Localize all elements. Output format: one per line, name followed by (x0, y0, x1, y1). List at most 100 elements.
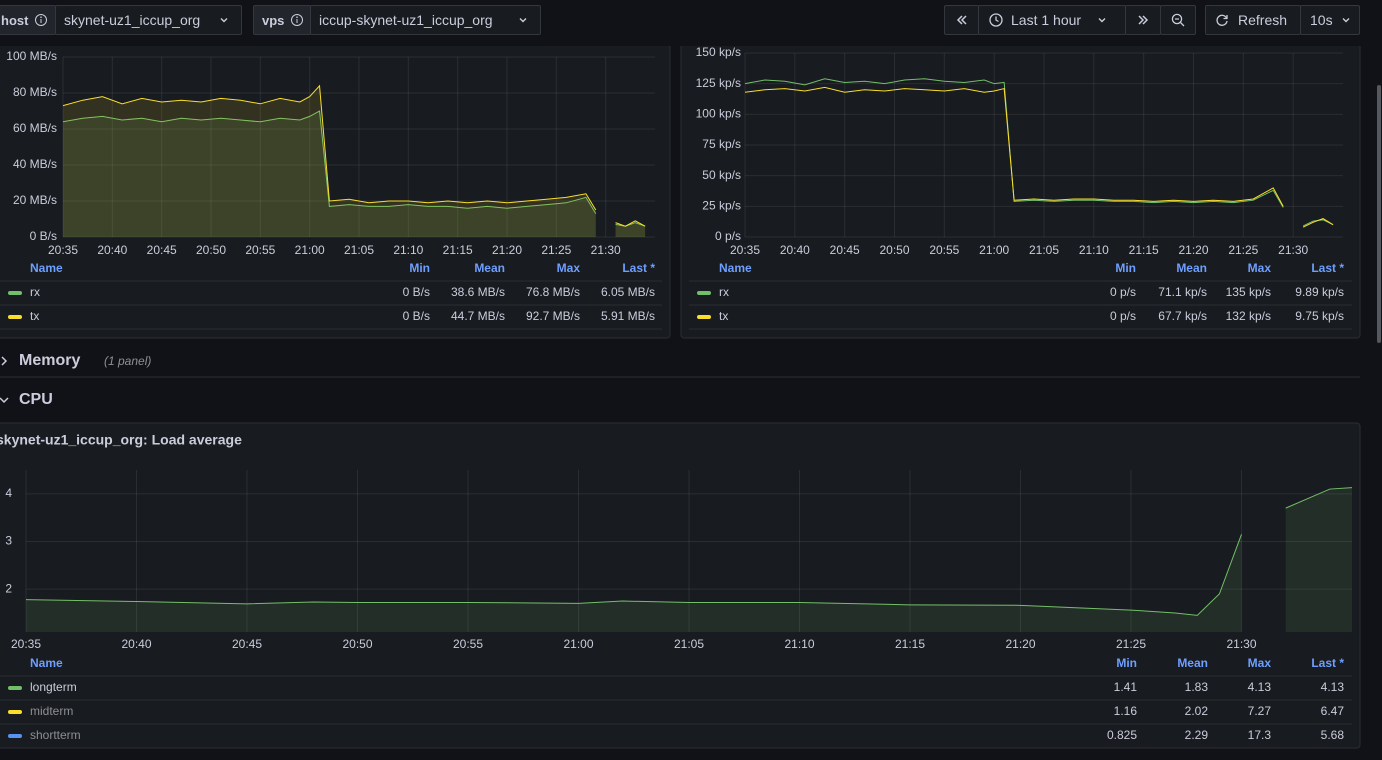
refresh-button[interactable]: Refresh (1205, 5, 1301, 35)
scrollbar[interactable] (1377, 85, 1381, 343)
x-tick-label: 21:00 (563, 637, 593, 651)
legend-stat: 5.91 MB/s (601, 309, 655, 323)
legend-stat: 6.05 MB/s (601, 285, 655, 299)
x-tick-label: 21:15 (895, 637, 925, 651)
x-tick-label: 20:35 (730, 243, 760, 257)
legend-stat: 92.7 MB/s (526, 309, 580, 323)
legend-stat: 17.3 (1248, 728, 1272, 742)
x-tick-label: 21:20 (1178, 243, 1208, 257)
legend-stat: 6.47 (1321, 704, 1345, 718)
time-range: Last 1 hour (1011, 12, 1082, 28)
y-tick-label: 25 kp/s (702, 199, 741, 213)
x-tick-label: 20:40 (121, 637, 151, 651)
zoom-out-button[interactable] (1160, 5, 1196, 35)
y-tick-label: 75 kp/s (702, 137, 741, 151)
variable-select[interactable]: iccup-skynet-uz1_iccup_org (310, 5, 541, 35)
x-tick-label: 20:55 (929, 243, 959, 257)
row-note: (1 panel) (104, 354, 151, 368)
chevron-icon (1342, 18, 1350, 23)
legend-stat: 44.7 MB/s (451, 309, 505, 323)
legend-header: Name (30, 261, 63, 275)
legend-stat: 9.89 kp/s (1295, 285, 1344, 299)
legend-name: rx (719, 285, 729, 299)
legend-stat: 38.6 MB/s (451, 285, 505, 299)
legend-stat: 2.02 (1185, 704, 1209, 718)
x-tick-label: 20:50 (879, 243, 909, 257)
y-tick-label: 125 kp/s (696, 76, 741, 90)
legend-name: tx (30, 309, 39, 323)
series-line (62, 84, 646, 227)
y-tick-label: 4 (5, 486, 12, 500)
legend-swatch (8, 315, 22, 319)
time-picker[interactable]: Last 1 hour (978, 5, 1126, 35)
x-tick-label: 20:55 (453, 637, 483, 651)
y-tick-label: 0 p/s (715, 229, 741, 243)
variable-label-text: host (1, 12, 29, 28)
legend-stat: 9.75 kp/s (1295, 309, 1344, 323)
y-tick-label: 100 kp/s (696, 107, 741, 121)
x-tick-label: 21:10 (393, 243, 423, 257)
x-tick-label: 21:10 (1079, 243, 1109, 257)
refresh-interval-select[interactable]: 10s (1300, 5, 1360, 35)
legend-stat: 71.1 kp/s (1158, 285, 1207, 299)
series-line (62, 110, 646, 227)
x-tick-label: 21:25 (1228, 243, 1258, 257)
legend-stat: 1.16 (1114, 704, 1138, 718)
legend-stat: 0 B/s (403, 285, 430, 299)
legend-name: tx (719, 309, 728, 323)
legend-stat: 4.13 (1321, 680, 1345, 694)
x-tick-label: 20:50 (342, 637, 372, 651)
info-icon[interactable] (34, 13, 48, 27)
legend-stat: 135 kp/s (1226, 285, 1271, 299)
row-chevron[interactable] (1, 356, 8, 366)
row-chevron[interactable] (0, 397, 9, 404)
legend-header: Last * (1311, 656, 1344, 670)
legend-stat: 0 p/s (1110, 285, 1136, 299)
row-title[interactable]: CPU (19, 391, 53, 408)
y-tick-label: 3 (5, 534, 12, 548)
y-tick-label: 0 B/s (30, 229, 57, 243)
x-tick-label: 21:25 (1116, 637, 1146, 651)
x-tick-label: 21:30 (591, 243, 621, 257)
series-area (63, 111, 646, 237)
series-area (63, 85, 646, 237)
y-tick-label: 20 MB/s (13, 193, 57, 207)
row-title[interactable]: Memory (19, 352, 80, 369)
time-back-button[interactable] (944, 5, 979, 35)
y-tick-label: 150 kp/s (696, 45, 741, 59)
legend-swatch (8, 710, 22, 714)
x-tick-label: 21:30 (1226, 637, 1256, 651)
x-tick-label: 21:25 (541, 243, 571, 257)
x-tick-label: 20:45 (830, 243, 860, 257)
zoom-icon (1171, 13, 1185, 27)
time-forward-button[interactable] (1125, 5, 1161, 35)
x-tick-label: 21:05 (674, 637, 704, 651)
info-icon[interactable] (290, 13, 304, 27)
chevron-icon (1098, 18, 1106, 23)
x-tick-label: 20:45 (147, 243, 177, 257)
x-tick-label: 21:20 (492, 243, 522, 257)
x-tick-label: 20:40 (97, 243, 127, 257)
legend-stat: 0 p/s (1110, 309, 1136, 323)
legend-swatch (8, 291, 22, 295)
variable-value: iccup-skynet-uz1_iccup_org (319, 12, 493, 28)
legend-stat: 2.29 (1185, 728, 1209, 742)
legend-header: Min (1116, 656, 1137, 670)
legend-name: shortterm (30, 728, 81, 742)
variable-select[interactable]: skynet-uz1_iccup_org (55, 5, 242, 35)
legend-name: rx (30, 285, 40, 299)
x-tick-label: 20:35 (48, 243, 78, 257)
x-tick-label: 21:15 (443, 243, 473, 257)
legend-swatch (697, 291, 711, 295)
legend-name: midterm (30, 704, 73, 718)
refresh-label: Refresh (1238, 12, 1288, 28)
legend-stat: 5.68 (1321, 728, 1345, 742)
legend-header: Last * (622, 261, 655, 275)
legend-name: longterm (30, 680, 77, 694)
chevron-icon (220, 18, 228, 23)
legend-stat: 4.13 (1248, 680, 1272, 694)
y-tick-label: 40 MB/s (13, 157, 57, 171)
